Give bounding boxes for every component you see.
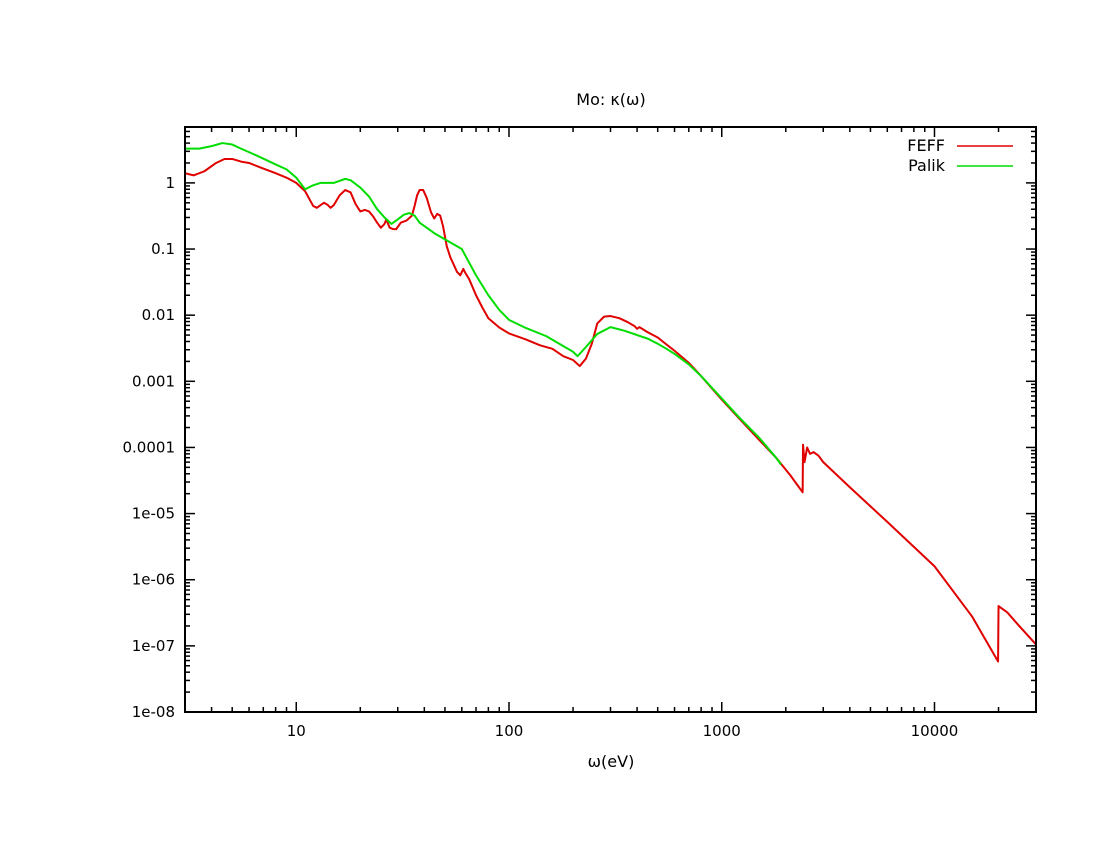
y-tick-label: 1e-08 <box>132 703 175 721</box>
series-line-feff <box>184 157 1037 663</box>
y-tick-label: 1e-05 <box>132 505 175 523</box>
y-tick-label: 1 <box>165 174 175 192</box>
chart-title: Mo: κ(ω) <box>576 90 645 109</box>
x-axis-title: ω(eV) <box>588 752 635 771</box>
legend-label-feff: FEFF <box>907 136 945 155</box>
x-tick-label: 100 <box>495 722 524 740</box>
series-line-palik <box>185 142 782 466</box>
y-tick-label: 1e-06 <box>132 571 175 589</box>
series-layer <box>184 142 1037 663</box>
x-tick-label: 1000 <box>703 722 741 740</box>
x-axis-ticks: 10 100 1000 10000 <box>184 127 1037 740</box>
legend-label-palik: Palik <box>908 156 946 175</box>
y-tick-label: 0.1 <box>151 240 175 258</box>
y-tick-label: 0.001 <box>132 372 175 390</box>
x-tick-label: 10 <box>287 722 306 740</box>
plot-frame <box>184 126 1037 713</box>
y-tick-label: 0.0001 <box>123 438 176 456</box>
x-tick-label: 10000 <box>911 722 959 740</box>
y-tick-label: 1e-07 <box>132 637 175 655</box>
y-tick-label: 0.01 <box>142 306 175 324</box>
